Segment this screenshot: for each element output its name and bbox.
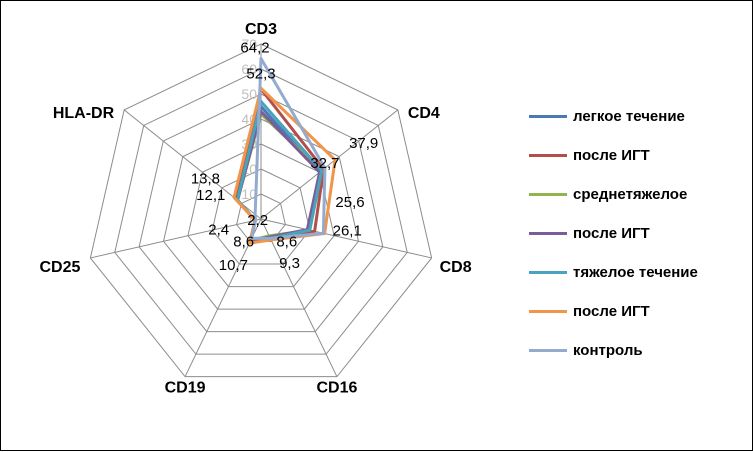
data-label: 10,7 bbox=[219, 257, 248, 274]
legend-swatch bbox=[529, 349, 567, 352]
data-label: 2,2 bbox=[247, 212, 268, 229]
axis-tick-label: 10 bbox=[241, 186, 257, 202]
data-label: 2,4 bbox=[208, 221, 229, 238]
legend-swatch bbox=[529, 193, 567, 196]
legend-item: легкое течение bbox=[529, 97, 744, 136]
data-label: 12,1 bbox=[196, 187, 225, 204]
axis-tick-label: 50 bbox=[241, 86, 257, 102]
category-label: CD19 bbox=[165, 380, 206, 397]
axis-spoke bbox=[260, 218, 338, 377]
legend-swatch bbox=[529, 232, 567, 235]
data-label: 37,9 bbox=[349, 135, 378, 152]
legend-item: после ИГТ bbox=[529, 136, 744, 175]
legend-label: среднетяжелое bbox=[573, 186, 688, 203]
data-label: 26,1 bbox=[333, 223, 362, 240]
category-label: CD4 bbox=[408, 105, 440, 122]
legend-item: контроль bbox=[529, 331, 744, 370]
axis-tick-label: 70 bbox=[241, 36, 257, 52]
category-label: CD8 bbox=[440, 259, 472, 276]
axis-spoke bbox=[260, 218, 432, 259]
data-label: 9,3 bbox=[279, 255, 300, 272]
legend-swatch bbox=[529, 115, 567, 118]
axis-spoke bbox=[90, 218, 262, 259]
legend-swatch bbox=[529, 271, 567, 274]
category-label: HLA-DR bbox=[53, 105, 115, 122]
axis-tick-label: 60 bbox=[241, 61, 257, 77]
legend: легкое течение после ИГТ среднетяжелое п… bbox=[529, 97, 744, 370]
category-label: CD3 bbox=[245, 21, 277, 38]
data-label: 32,7 bbox=[310, 155, 339, 172]
legend-label: тяжелое течение bbox=[573, 264, 698, 281]
axis-spoke bbox=[260, 109, 399, 220]
data-label: 8,6 bbox=[233, 233, 254, 250]
data-label: 25,6 bbox=[335, 194, 364, 211]
category-label: CD16 bbox=[316, 380, 357, 397]
legend-label: после ИГТ bbox=[573, 225, 650, 242]
legend-swatch bbox=[529, 154, 567, 157]
legend-swatch bbox=[529, 310, 567, 313]
data-label: 52,3 bbox=[246, 65, 275, 82]
data-label: 13,8 bbox=[191, 170, 220, 187]
grid-ring bbox=[211, 168, 311, 265]
axis-spoke bbox=[184, 218, 262, 377]
legend-label: после ИГТ bbox=[573, 303, 650, 320]
legend-item: тяжелое течение bbox=[529, 253, 744, 292]
legend-label: после ИГТ bbox=[573, 147, 650, 164]
legend-label: легкое течение bbox=[573, 108, 685, 125]
grid-ring bbox=[162, 118, 360, 310]
legend-label: контроль bbox=[573, 342, 643, 359]
series-lines bbox=[232, 57, 337, 245]
data-label: 8,6 bbox=[276, 233, 297, 250]
grid-ring bbox=[114, 68, 408, 355]
radar-grid bbox=[89, 43, 433, 378]
data-labels: 64,2 52,3 37,9 32,7 25,6 26,1 8,6 9,3 8,6 10,7 2,4… bbox=[191, 40, 378, 275]
legend-item: после ИГТ bbox=[529, 292, 744, 331]
category-label: CD25 bbox=[39, 259, 80, 276]
grid-ring bbox=[138, 93, 384, 333]
legend-item: среднетяжелое bbox=[529, 175, 744, 214]
series-line bbox=[250, 57, 327, 240]
data-label: 64,2 bbox=[240, 40, 269, 57]
series-line bbox=[232, 86, 337, 245]
grid-ring bbox=[89, 43, 433, 378]
legend-item: после ИГТ bbox=[529, 214, 744, 253]
category-labels: CD3 CD4 CD8 CD16 CD19 CD25 HLA-DR bbox=[39, 21, 471, 397]
